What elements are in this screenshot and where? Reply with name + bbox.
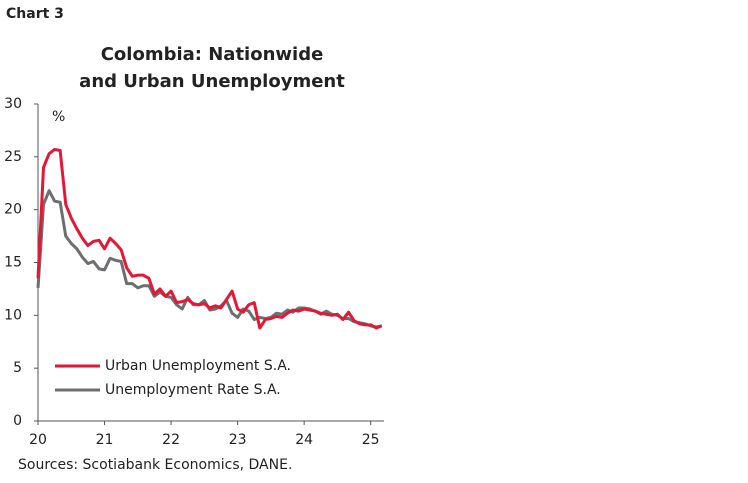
legend-label: Unemployment Rate S.A. (105, 382, 281, 398)
y-tick-label: 30 (4, 96, 22, 112)
y-tick-label: 10 (4, 307, 22, 323)
chart-title: and Urban Unemployment (79, 71, 345, 92)
source-note: Sources: Scotiabank Economics, DANE. (18, 457, 292, 473)
x-tick-label: 22 (162, 432, 180, 448)
y-tick-label: 5 (13, 360, 22, 376)
y-tick-label: 25 (4, 149, 22, 165)
x-tick-label: 20 (29, 432, 47, 448)
x-tick-label: 24 (295, 432, 313, 448)
y-tick-label: 20 (4, 202, 22, 218)
chart-title: Colombia: Nationwide (101, 44, 324, 65)
y-tick-label: 15 (4, 255, 22, 271)
x-tick-label: 25 (362, 432, 380, 448)
x-tick-label: 23 (229, 432, 247, 448)
y-tick-label: 0 (13, 413, 22, 429)
series-line (36, 147, 383, 330)
chart-number: Chart 3 (6, 6, 64, 22)
y-unit: % (52, 109, 65, 125)
x-tick-label: 21 (96, 432, 114, 448)
legend-label: Urban Unemployment S.A. (105, 358, 291, 374)
series-line (36, 189, 383, 329)
